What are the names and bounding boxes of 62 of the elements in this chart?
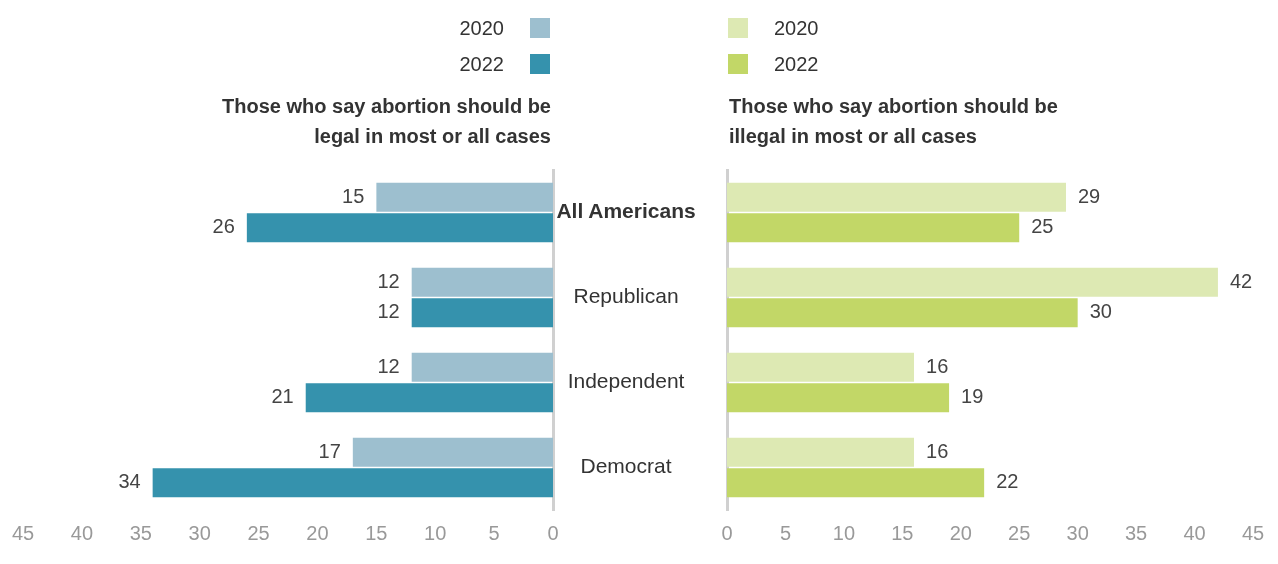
legend-label: 2020 xyxy=(774,16,819,40)
x-tick-label: 5 xyxy=(488,521,500,544)
x-tick-label: 20 xyxy=(949,521,972,544)
x-tick-label: 5 xyxy=(779,521,792,544)
bar xyxy=(727,267,1218,297)
data-label: 16 xyxy=(926,354,949,377)
x-tick-label: 25 xyxy=(1008,521,1031,544)
x-tick-label: 40 xyxy=(70,521,94,544)
bar xyxy=(411,352,553,382)
bar xyxy=(727,213,1020,243)
chart-title: Those who say abortion should be legal in most or all cases xyxy=(222,95,551,147)
data-label: 12 xyxy=(377,354,400,377)
data-label: 34 xyxy=(118,470,141,493)
x-tick-label: 15 xyxy=(365,521,388,544)
bar xyxy=(411,267,553,297)
legend-label: 2020 xyxy=(459,16,504,40)
x-tick-label: 40 xyxy=(1183,521,1206,544)
bar xyxy=(376,182,553,212)
data-label: 12 xyxy=(377,269,400,292)
data-label: 29 xyxy=(1077,184,1101,207)
x-tick-label: 30 xyxy=(1066,521,1089,544)
x-tick-label: 45 xyxy=(12,521,35,544)
x-tick-label: 0 xyxy=(547,521,559,544)
x-tick-label: 25 xyxy=(247,521,270,544)
y-tick-label: Republican xyxy=(573,284,679,308)
y-tick-label: Independent xyxy=(567,369,685,393)
bar xyxy=(727,437,915,467)
bar xyxy=(246,213,553,243)
x-tick-label: 30 xyxy=(188,521,211,544)
x-tick-label: 15 xyxy=(891,521,914,544)
y-tick-label: All Americans xyxy=(556,199,696,223)
bar xyxy=(305,383,553,413)
x-tick-label: 35 xyxy=(129,521,152,544)
data-label: 26 xyxy=(212,215,235,238)
y-tick-label: Democrat xyxy=(580,454,672,478)
data-label: 22 xyxy=(996,470,1019,493)
data-label: 12 xyxy=(377,300,400,323)
x-tick-label: 20 xyxy=(306,521,329,544)
bar xyxy=(727,468,985,498)
x-tick-label: 45 xyxy=(1241,521,1265,544)
bar xyxy=(727,352,915,382)
data-label: 19 xyxy=(961,385,984,408)
data-label: 21 xyxy=(271,385,294,408)
bar xyxy=(727,383,950,413)
data-label: 16 xyxy=(926,439,949,462)
bar xyxy=(727,182,1066,212)
legend-label: 2022 xyxy=(774,52,819,76)
data-label: 25 xyxy=(1031,215,1054,238)
x-tick-label: 10 xyxy=(832,521,856,544)
bar xyxy=(352,437,553,467)
data-label: 17 xyxy=(318,439,341,462)
chart-title: Those who say abortion should be illegal in most or all cases xyxy=(729,95,1058,147)
bar xyxy=(152,468,553,498)
x-tick-label: 0 xyxy=(721,521,733,544)
data-label: 30 xyxy=(1089,300,1112,323)
bar xyxy=(411,298,553,328)
legend-label: 2022 xyxy=(459,52,504,76)
data-label: 15 xyxy=(342,184,365,207)
data-label: 42 xyxy=(1229,269,1253,292)
bar xyxy=(727,298,1078,328)
x-tick-label: 10 xyxy=(424,521,447,544)
x-tick-label: 35 xyxy=(1124,521,1148,544)
